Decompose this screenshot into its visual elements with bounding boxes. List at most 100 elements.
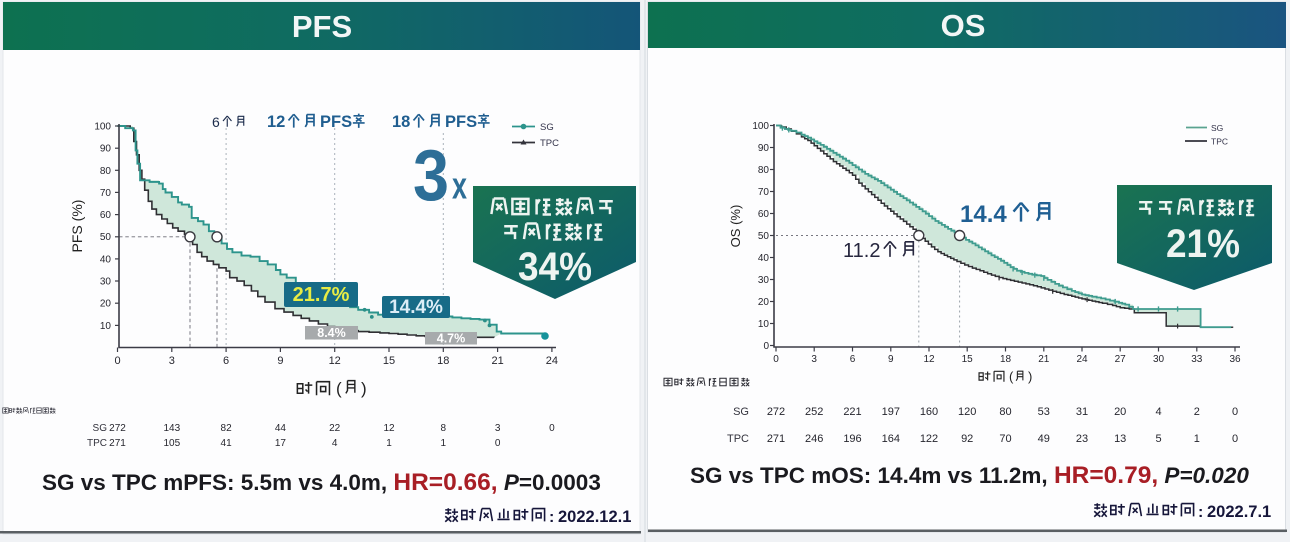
svg-text:PFS: PFS bbox=[445, 113, 477, 131]
svg-text:22: 22 bbox=[329, 423, 341, 434]
svg-text:24: 24 bbox=[546, 355, 558, 367]
svg-text:44: 44 bbox=[275, 423, 287, 434]
svg-text:2022.12.1: 2022.12.1 bbox=[558, 508, 631, 526]
svg-text:36: 36 bbox=[1229, 354, 1241, 365]
svg-text:272: 272 bbox=[109, 423, 126, 434]
svg-text:SG: SG bbox=[1211, 123, 1223, 133]
svg-text:53: 53 bbox=[1038, 406, 1050, 418]
svg-text:18: 18 bbox=[1000, 354, 1012, 365]
svg-text:221: 221 bbox=[843, 406, 861, 418]
svg-text:SG: SG bbox=[733, 406, 749, 418]
svg-text:21: 21 bbox=[1038, 354, 1050, 365]
svg-text:1: 1 bbox=[386, 438, 392, 449]
svg-text:27: 27 bbox=[1115, 354, 1127, 365]
svg-text:271: 271 bbox=[767, 433, 785, 445]
svg-text:21.7%: 21.7% bbox=[293, 284, 350, 306]
svg-text:11.2: 11.2 bbox=[843, 240, 880, 262]
svg-text:3: 3 bbox=[169, 355, 175, 367]
svg-text:50: 50 bbox=[758, 231, 770, 242]
svg-text:34%: 34% bbox=[518, 245, 592, 289]
svg-text:4: 4 bbox=[1155, 406, 1161, 418]
svg-text:SG: SG bbox=[93, 423, 108, 434]
svg-text:271: 271 bbox=[109, 438, 126, 449]
svg-text:18: 18 bbox=[437, 355, 449, 367]
svg-text:10: 10 bbox=[100, 321, 112, 332]
svg-text:SG vs TPC mPFS: 5.5m vs 4.0m,: SG vs TPC mPFS: 5.5m vs 4.0m, HR=0.66, P… bbox=[42, 469, 601, 496]
svg-text:40: 40 bbox=[100, 254, 112, 265]
svg-text:100: 100 bbox=[94, 122, 111, 133]
svg-text:70: 70 bbox=[100, 188, 112, 199]
svg-text:160: 160 bbox=[920, 406, 938, 418]
svg-text:TPC: TPC bbox=[87, 438, 107, 449]
svg-text:1: 1 bbox=[441, 438, 447, 449]
svg-text:TPC: TPC bbox=[540, 138, 559, 149]
svg-text:8.4%: 8.4% bbox=[317, 326, 346, 340]
svg-text:OS: OS bbox=[941, 8, 986, 43]
svg-text::: : bbox=[1198, 504, 1203, 521]
svg-text:13: 13 bbox=[1114, 433, 1126, 445]
svg-text:20: 20 bbox=[1114, 406, 1126, 418]
svg-text:33: 33 bbox=[1191, 354, 1203, 365]
svg-text:4: 4 bbox=[332, 438, 338, 449]
svg-text:120: 120 bbox=[958, 406, 976, 418]
svg-text:TPC: TPC bbox=[1211, 137, 1228, 147]
svg-text:6: 6 bbox=[223, 355, 229, 367]
svg-text:246: 246 bbox=[805, 433, 823, 445]
svg-text:20: 20 bbox=[100, 299, 112, 310]
svg-text:60: 60 bbox=[758, 209, 770, 220]
svg-text:92: 92 bbox=[961, 433, 973, 445]
svg-text:(: ( bbox=[1009, 369, 1014, 384]
svg-text:8: 8 bbox=[441, 423, 447, 434]
svg-text:1: 1 bbox=[1194, 433, 1200, 445]
svg-text:24: 24 bbox=[1076, 354, 1088, 365]
svg-text:164: 164 bbox=[882, 433, 900, 445]
svg-text:122: 122 bbox=[920, 433, 938, 445]
svg-text:5: 5 bbox=[1155, 433, 1161, 445]
svg-text:TPC: TPC bbox=[727, 433, 749, 445]
svg-text:272: 272 bbox=[767, 406, 785, 418]
svg-text:0: 0 bbox=[1232, 433, 1238, 445]
svg-text:3: 3 bbox=[413, 136, 449, 216]
svg-text:12: 12 bbox=[329, 355, 341, 367]
svg-text:): ) bbox=[1028, 369, 1032, 384]
svg-text:30: 30 bbox=[100, 277, 112, 288]
svg-text:SG vs TPC mOS: 14.4m vs 11.2m: SG vs TPC mOS: 14.4m vs 11.2m, HR=0.79, … bbox=[690, 462, 1249, 489]
svg-text:SG: SG bbox=[540, 122, 554, 133]
svg-text:30: 30 bbox=[1153, 354, 1165, 365]
svg-text:4.7%: 4.7% bbox=[437, 332, 466, 346]
svg-text:105: 105 bbox=[163, 438, 180, 449]
svg-text:12: 12 bbox=[267, 113, 285, 131]
svg-text:49: 49 bbox=[1038, 433, 1050, 445]
svg-text:80: 80 bbox=[758, 165, 770, 176]
svg-text:x: x bbox=[452, 166, 467, 208]
svg-text:197: 197 bbox=[882, 406, 900, 418]
svg-text:21: 21 bbox=[491, 355, 503, 367]
svg-text:9: 9 bbox=[888, 354, 894, 365]
svg-text:31: 31 bbox=[1076, 406, 1088, 418]
svg-text:(: ( bbox=[336, 379, 342, 398]
svg-text:14.4: 14.4 bbox=[960, 201, 1007, 228]
svg-text:0: 0 bbox=[114, 355, 120, 367]
svg-text:0: 0 bbox=[1232, 406, 1238, 418]
svg-text:40: 40 bbox=[758, 253, 770, 264]
svg-text:2022.7.1: 2022.7.1 bbox=[1207, 503, 1271, 521]
svg-text:6: 6 bbox=[850, 354, 856, 365]
svg-text:0: 0 bbox=[763, 341, 769, 352]
svg-text:PFS: PFS bbox=[320, 113, 352, 131]
svg-text:17: 17 bbox=[275, 438, 287, 449]
svg-text:15: 15 bbox=[962, 354, 974, 365]
svg-text:90: 90 bbox=[100, 144, 112, 155]
svg-text:143: 143 bbox=[163, 423, 180, 434]
svg-text:100: 100 bbox=[752, 121, 769, 132]
svg-text:23: 23 bbox=[1076, 433, 1088, 445]
svg-text::: : bbox=[549, 509, 554, 526]
svg-text:0: 0 bbox=[773, 354, 779, 365]
svg-text:6: 6 bbox=[212, 114, 220, 130]
svg-text:70: 70 bbox=[758, 187, 770, 198]
svg-text:OS (%): OS (%) bbox=[728, 205, 743, 248]
svg-text:90: 90 bbox=[758, 143, 770, 154]
svg-text:): ) bbox=[361, 379, 367, 398]
svg-text:21%: 21% bbox=[1166, 222, 1240, 266]
svg-text:12: 12 bbox=[923, 354, 935, 365]
svg-text:41: 41 bbox=[221, 438, 233, 449]
